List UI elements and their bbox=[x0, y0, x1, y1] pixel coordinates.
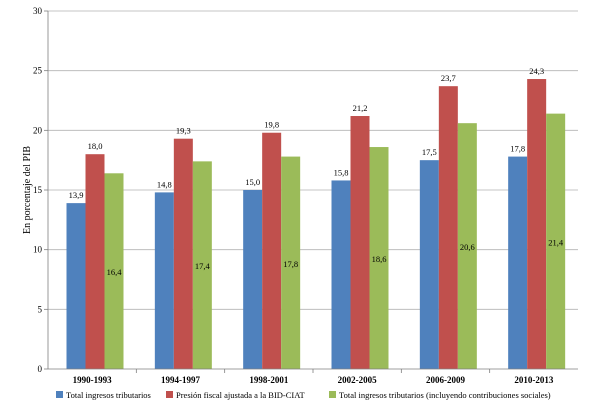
y-tick-label: 25 bbox=[33, 66, 43, 76]
y-tick-label: 15 bbox=[33, 185, 43, 195]
bars bbox=[66, 79, 566, 370]
legend-swatch bbox=[56, 391, 63, 398]
data-label: 18,0 bbox=[88, 141, 103, 151]
data-label: 17,5 bbox=[422, 147, 437, 157]
data-label: 17,8 bbox=[510, 144, 525, 154]
bar bbox=[281, 156, 301, 369]
data-label: 24,3 bbox=[529, 66, 544, 76]
x-tick-label: 2010-2013 bbox=[514, 375, 553, 385]
bar bbox=[331, 180, 351, 369]
data-label: 19,3 bbox=[176, 126, 191, 136]
x-tick-label: 1998-2001 bbox=[249, 375, 288, 385]
bar bbox=[262, 132, 282, 369]
data-label: 21,2 bbox=[353, 103, 368, 113]
y-tick-label: 10 bbox=[33, 245, 43, 255]
bar bbox=[508, 156, 528, 369]
bar bbox=[350, 116, 370, 369]
bar bbox=[66, 203, 86, 369]
data-label: 23,7 bbox=[441, 73, 456, 83]
bar bbox=[546, 113, 566, 369]
data-label: 14,8 bbox=[157, 179, 172, 189]
data-label: 18,6 bbox=[372, 254, 387, 264]
data-label: 13,9 bbox=[69, 190, 84, 200]
bar bbox=[85, 154, 105, 369]
bar bbox=[173, 138, 193, 369]
y-axis-label: En porcentaje del PIB bbox=[22, 146, 33, 234]
legend-label: Total ingresos tributarios (incluyendo c… bbox=[339, 390, 551, 400]
legend-swatch bbox=[166, 391, 173, 398]
y-tick-label: 0 bbox=[38, 364, 43, 374]
legend: Total ingresos tributarios Presión fiscal… bbox=[56, 390, 551, 400]
bar bbox=[419, 160, 439, 369]
data-label: 15,8 bbox=[334, 167, 349, 177]
y-tick-label: 20 bbox=[33, 125, 43, 135]
data-label: 21,4 bbox=[548, 237, 564, 247]
data-labels: 13,9 18,0 16,4 14,8 19,3 17,4 15,0 19,8 17,8 15,8… bbox=[69, 66, 564, 277]
y-tick-label: 30 bbox=[33, 6, 43, 16]
bar bbox=[369, 147, 389, 369]
data-label: 16,4 bbox=[107, 267, 123, 277]
data-label: 20,6 bbox=[460, 242, 475, 252]
bar bbox=[192, 161, 212, 369]
legend-swatch bbox=[329, 391, 336, 398]
axes: 0 5 10 15 20 25 30 1990-1993 1994-1997 1998-2001 2… bbox=[33, 6, 578, 385]
bar bbox=[104, 173, 124, 369]
x-tick-label: 2002-2005 bbox=[338, 375, 377, 385]
bar bbox=[527, 79, 547, 370]
bar bbox=[154, 192, 174, 369]
bar bbox=[438, 86, 458, 370]
x-tick-label: 2006-2009 bbox=[426, 375, 465, 385]
legend-label: Total ingresos tributarios bbox=[66, 390, 151, 400]
bar bbox=[243, 190, 263, 369]
data-label: 17,8 bbox=[283, 259, 298, 269]
x-tick-label: 1990-1993 bbox=[73, 375, 112, 385]
data-label: 15,0 bbox=[245, 177, 260, 187]
data-label: 19,8 bbox=[264, 120, 279, 130]
bar bbox=[457, 123, 477, 369]
y-tick-label: 5 bbox=[38, 304, 43, 314]
gridlines bbox=[48, 10, 578, 310]
data-label: 17,4 bbox=[195, 261, 211, 271]
legend-label: Presión fiscal ajustada a la BID-CIAT bbox=[176, 390, 305, 400]
x-tick-label: 1994-1997 bbox=[161, 375, 200, 385]
